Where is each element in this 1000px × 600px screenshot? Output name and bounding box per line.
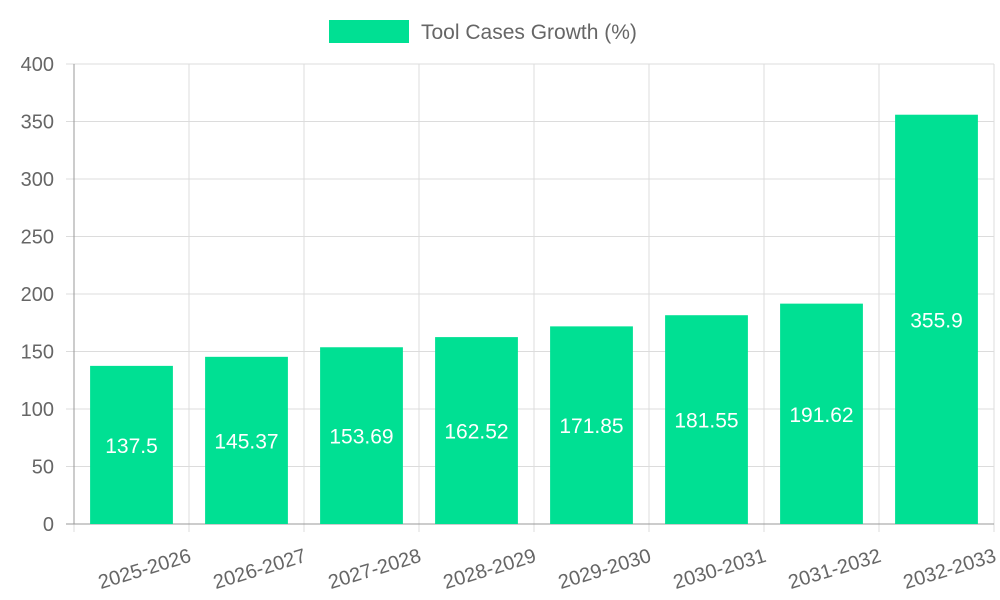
- bar[interactable]: [320, 347, 403, 524]
- y-tick-label: 350: [21, 112, 54, 134]
- bar-value-label: 355.9: [910, 309, 963, 332]
- legend[interactable]: Tool Cases Growth (%): [329, 20, 637, 44]
- y-tick-label: 200: [21, 284, 54, 306]
- bar-value-label: 137.5: [105, 435, 158, 458]
- x-tick-label: 2031-2032: [786, 545, 884, 594]
- bar[interactable]: [435, 337, 518, 524]
- x-tick-label: 2032-2033: [901, 545, 999, 594]
- y-tick-label: 250: [21, 227, 54, 249]
- bar-value-label: 191.62: [789, 404, 853, 427]
- y-tick-label: 400: [21, 54, 54, 76]
- y-tick-label: 300: [21, 169, 54, 191]
- y-tick-label: 150: [21, 342, 54, 364]
- x-axis-ticks: 2025-2026 2026-2027 2027-2028 2028-2029 2029…: [96, 545, 999, 594]
- bar[interactable]: [780, 303, 863, 524]
- bars-layer: [90, 114, 978, 524]
- y-tick-label: 50: [32, 457, 54, 479]
- y-tick-label: 0: [43, 514, 54, 536]
- bar[interactable]: [550, 326, 633, 524]
- x-tick-label: 2027-2028: [326, 545, 424, 594]
- x-tick-label: 2025-2026: [96, 545, 194, 594]
- bar[interactable]: [205, 356, 288, 524]
- y-axis-ticks: 0 50 100 150 200 250 300 350 400: [21, 54, 54, 536]
- bar-value-label: 145.37: [214, 430, 278, 453]
- x-tick-label: 2028-2029: [441, 545, 539, 594]
- data-labels-layer: 137.5 145.37 153.69 162.52 171.85 181.55 191.6…: [105, 309, 963, 458]
- bar-value-label: 162.52: [444, 421, 508, 444]
- x-tick-label: 2029-2030: [556, 545, 654, 594]
- bar[interactable]: [895, 114, 978, 524]
- bar-value-label: 153.69: [329, 426, 393, 449]
- x-tick-label: 2026-2027: [211, 545, 309, 594]
- legend-swatch: [329, 20, 409, 43]
- legend-label: Tool Cases Growth (%): [421, 21, 637, 44]
- grid-layer: [66, 63, 995, 532]
- bar[interactable]: [665, 315, 748, 524]
- bar-value-label: 171.85: [559, 415, 623, 438]
- bar-value-label: 181.55: [674, 410, 738, 433]
- x-tick-label: 2030-2031: [671, 545, 769, 594]
- bar[interactable]: [90, 365, 173, 524]
- y-tick-label: 100: [21, 399, 54, 421]
